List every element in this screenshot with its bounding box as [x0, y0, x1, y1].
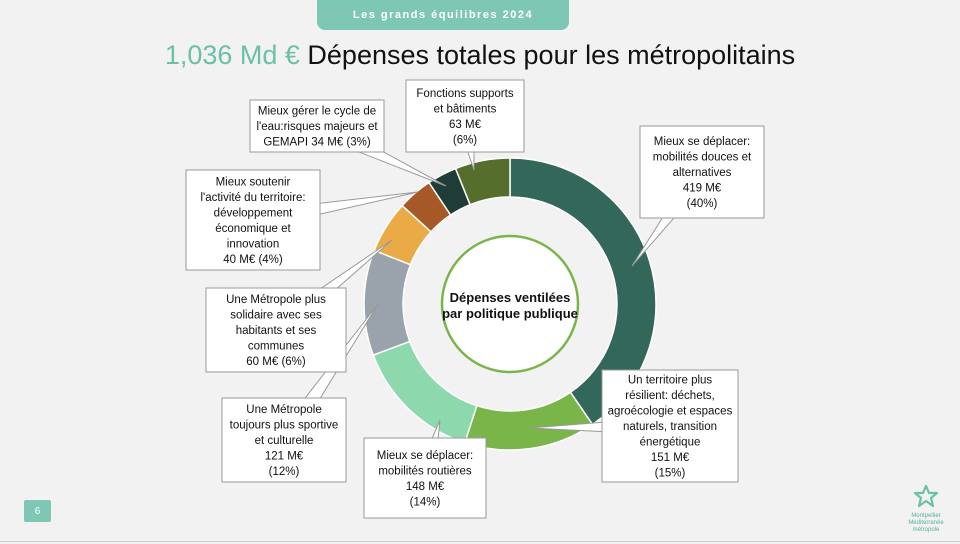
callout-box [221, 397, 347, 483]
callout-text-line: GEMAPI 34 M€ (3%) [263, 137, 371, 149]
donut-slice-1 [509, 157, 657, 426]
callout-text-line: solidaire avec ses [230, 310, 322, 322]
callout-text-line: Mieux se déplacer: [654, 136, 751, 148]
callout-box [639, 125, 765, 219]
callout-text-line: l'activité du territoire: [200, 192, 305, 204]
callout-text-line: mobilités douces et [653, 152, 752, 164]
callout-box [601, 369, 739, 483]
callout-text-line: Une Métropole plus [226, 294, 326, 306]
callout-text-line: énergétique [640, 437, 701, 449]
page-title: 1,036 Md € Dépenses totales pour les mét… [0, 40, 960, 71]
center-label: Dépenses ventilées par politique publiqu… [442, 290, 578, 321]
logo-line3: métropole [912, 527, 940, 533]
callout-text-line: développement [214, 207, 293, 219]
callout-7: Mieux gérer le cycle de l'eau:risques maj… [249, 99, 447, 187]
callout-text-line: Mieux se déplacer: [377, 450, 474, 462]
callout-4: Une Métropole toujours plus sportive et cu… [221, 303, 379, 483]
callout-5: Une Métropole plus solidaire avec ses habi… [205, 239, 393, 373]
callout-box [405, 79, 525, 153]
callout-text-line: Fonctions supports [416, 88, 513, 100]
star-flower-icon [913, 484, 939, 508]
callout-text-line: Une Métropole [246, 404, 321, 416]
footer-divider [0, 541, 960, 542]
callout-1: Mieux se déplacer: mobilités douces et alt… [631, 125, 765, 267]
callout-text-line: 148 M€ [406, 481, 445, 493]
callout-text-line: agroécologie et espaces [608, 406, 733, 418]
center-circle [440, 234, 580, 374]
logo-line2: Méditerranée [908, 520, 944, 526]
total-amount: 1,036 Md € [164, 40, 300, 70]
callout-text-line: innovation [227, 238, 279, 250]
title-text: Dépenses totales pour les métropolitains [299, 40, 796, 70]
callout-2: Un territoire plus résilient: déchets, agr… [529, 369, 739, 483]
callout-text-line: et bâtiments [434, 103, 497, 115]
callout-text-line: (14%) [410, 496, 441, 508]
callout-text-line: (6%) [453, 134, 477, 146]
callout-text-line: économique et [215, 223, 291, 235]
callout-text-line: alternatives [673, 167, 732, 179]
section-tab: Les grands équilibres 2024 [317, 0, 569, 30]
callout-text-line: 60 M€ (6%) [246, 356, 306, 368]
donut-slice-4 [363, 249, 412, 357]
callout-text-line: Mieux gérer le cycle de [258, 106, 376, 118]
callout-text-line: Mieux soutenir [216, 176, 291, 188]
callout-box [363, 437, 487, 519]
callout-text-line: 63 M€ [449, 119, 482, 131]
callout-text-line: l'eau:risques majeurs et [256, 121, 378, 133]
logo: Montpellier Méditerranée métropole [898, 484, 954, 533]
callout-text-line: naturels, transition [623, 421, 717, 433]
callout-text-line: toujours plus sportive [230, 420, 339, 432]
callout-box [205, 287, 347, 373]
callout-text-line: Un territoire plus [628, 375, 713, 387]
callout-text-line: et culturelle [255, 435, 314, 447]
callout-text-line: 151 M€ [651, 452, 690, 464]
callout-text-line: (40%) [687, 198, 718, 210]
callout-text-line: 40 M€ (4%) [223, 254, 283, 266]
callout-text-line: 121 M€ [265, 451, 304, 463]
callout-text-line: (12%) [269, 466, 300, 478]
callout-box [249, 99, 385, 153]
callout-3: Mieux se déplacer: mobilités routières 148… [363, 419, 487, 519]
callout-text-line: 419 M€ [683, 183, 722, 195]
callout-text-line: (15%) [655, 468, 686, 480]
callout-text-line: mobilités routières [378, 465, 472, 477]
callout-text-line: habitants et ses [236, 325, 317, 337]
callout-6: Mieux soutenir l'activité du territoire: d… [185, 169, 419, 271]
callout-box [185, 169, 321, 271]
logo-line1: Montpellier [911, 513, 941, 519]
callout-8: Fonctions supports et bâtiments 63 M€ (6%) [405, 79, 525, 171]
callout-text-line: résilient: déchets, [625, 390, 715, 402]
callout-text-line: communes [248, 341, 304, 353]
page-number: 6 [24, 500, 51, 522]
